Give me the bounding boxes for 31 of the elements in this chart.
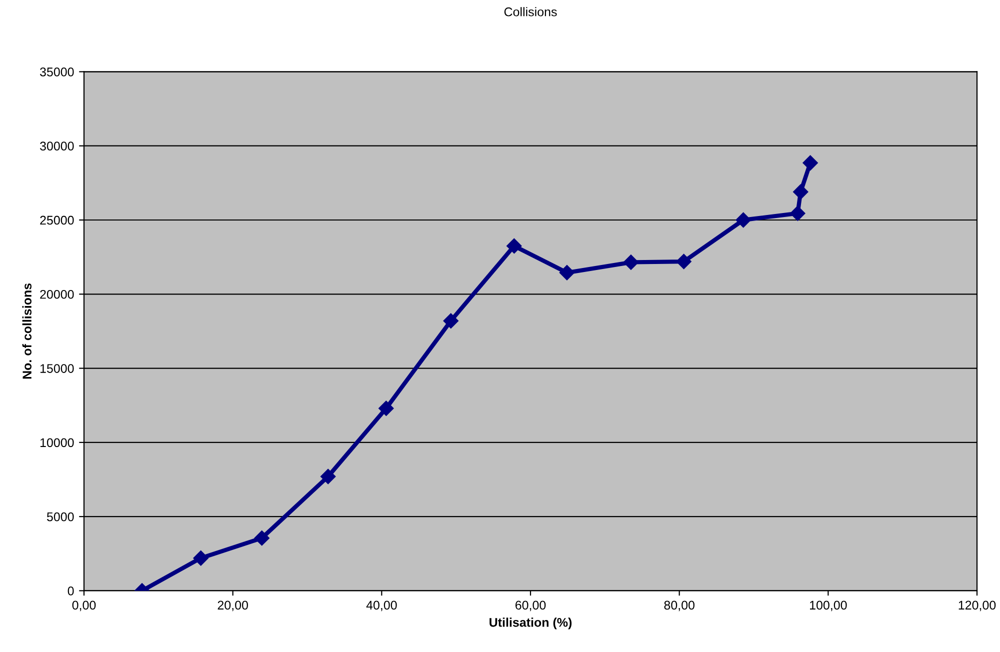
x-axis-title: Utilisation (%) <box>490 618 572 630</box>
y-tick-label: 30000 <box>40 142 74 151</box>
y-tick-label: 5000 <box>46 512 74 522</box>
x-tick-label: 80,00 <box>664 600 694 612</box>
point <box>443 313 458 328</box>
y-tick-label: 0 <box>68 586 74 596</box>
point <box>559 265 575 280</box>
x-tick-label: 60,00 <box>515 600 546 612</box>
point <box>802 155 818 170</box>
x-tick-label: 120,00 <box>958 600 996 612</box>
x-tick-label: 0,00 <box>72 600 96 612</box>
x-tick-label: 40,00 <box>366 600 397 612</box>
x-tick-label: 100,00 <box>810 600 847 612</box>
y-tick-label: 10000 <box>40 438 74 448</box>
point <box>623 254 639 270</box>
y-axis-title: No. of collisions <box>22 283 32 379</box>
point <box>378 400 394 416</box>
point <box>793 184 808 200</box>
chart-title: Collisions <box>504 7 557 16</box>
y-tick-label: 35000 <box>40 68 74 76</box>
point <box>736 212 751 228</box>
x-tick-label: 20,00 <box>218 600 248 612</box>
point <box>320 468 336 484</box>
y-tick-label: 25000 <box>40 216 74 225</box>
point <box>254 530 270 546</box>
y-tick-label: 20000 <box>40 290 74 299</box>
y-tick-label: 15000 <box>40 364 74 373</box>
point <box>506 238 522 254</box>
point <box>790 206 806 221</box>
point <box>193 550 208 566</box>
point <box>676 254 692 270</box>
